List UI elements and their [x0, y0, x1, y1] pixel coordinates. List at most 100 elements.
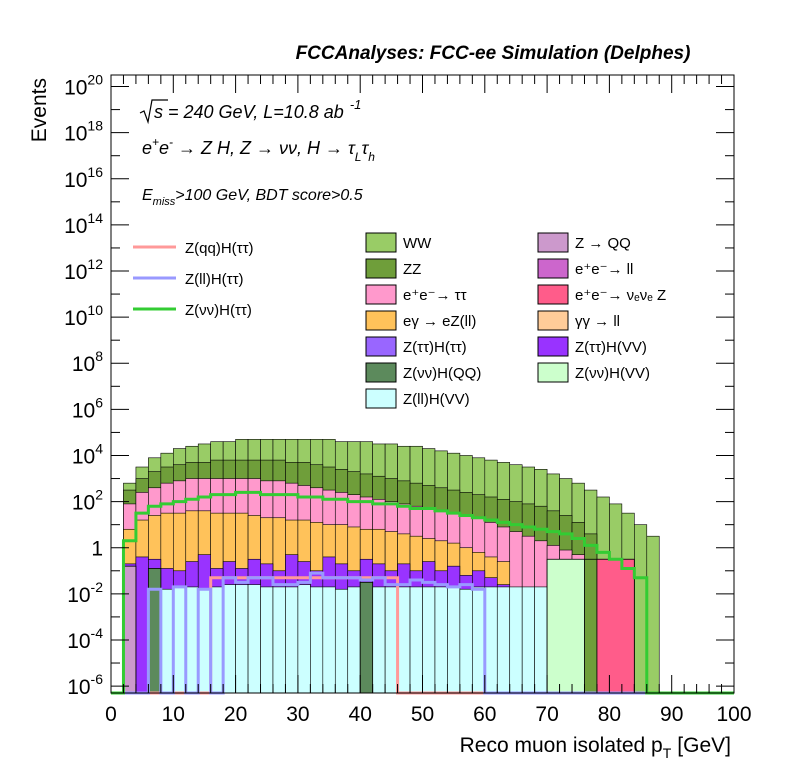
legend-bkg-label: ZZ	[403, 261, 421, 278]
stack-bar-zllhvv	[210, 586, 224, 694]
annotation-block: s = 240 GeV, L=10.8 ab -1 e+e- → Z H, Z →…	[139, 97, 375, 208]
legend-bkg-swatch	[537, 310, 569, 331]
x-tick-label: 0	[105, 703, 117, 726]
legend-bkg-swatch	[537, 362, 569, 383]
annotation-selection: Emiss>100 GeV, BDT score>0.5	[142, 187, 363, 208]
stack-bar-zllhvv	[397, 586, 411, 694]
annotation-cuts: >100 GeV, BDT score>0.5	[175, 187, 362, 204]
stack-bar-zllhvv	[285, 586, 299, 694]
stack-bar-zllhvv	[310, 586, 324, 694]
stack-bar-zllhvv	[521, 586, 535, 694]
x-tick-label: 50	[411, 703, 434, 726]
stack-bar-zllhvv	[322, 586, 336, 694]
annotation-lumi-exponent: -1	[350, 97, 362, 112]
legend-signal-label: Z(ll)H(ττ)	[185, 271, 244, 288]
stack-bar-total	[634, 524, 648, 694]
annotation-energy: s = 240 GeV, L=10.8 ab -1	[154, 97, 361, 122]
annotation-decay: → Z H, Z → νν, H → τ	[173, 138, 356, 158]
annotation-tau-l-sub: L	[355, 150, 362, 164]
y-tick-label: 102	[72, 487, 103, 515]
sqrt-sign-icon	[139, 99, 168, 125]
legend-bkg-swatch	[365, 284, 397, 305]
y-tick-label: 108	[72, 348, 103, 376]
x-axis-title: Reco muon isolated pT [GeV]	[460, 734, 731, 761]
legend-bkg-swatch	[365, 336, 397, 357]
stack-bar-zllhvv	[334, 588, 349, 694]
legend-bkg-swatch	[537, 284, 569, 305]
stack-bar-zllhvv	[447, 586, 461, 694]
legend-bkg-label: e⁺e⁻→ νₑνₑ Z	[575, 287, 666, 304]
legend-bkg-swatch	[365, 388, 397, 409]
stack-bar-zllhvv	[484, 586, 498, 694]
legend-bkg-label: e⁺e⁻→ ττ	[403, 287, 467, 304]
stack-bar-zllhvv	[509, 586, 523, 694]
annotation-emiss-e: E	[142, 187, 153, 204]
y-tick-label: 1	[91, 538, 103, 561]
y-tick-layer: 1020 1018 1016 1014 1012 1010 108 106 104 102 1 10-…	[64, 72, 734, 699]
legend-bkg-swatch	[365, 310, 397, 331]
x-tick-label: 20	[224, 703, 247, 726]
annotation-process: e+e- → Z H, Z → νν, H → τLτh	[142, 135, 375, 164]
legend-bkg-label: Z → QQ	[575, 235, 631, 252]
component-bar-1	[596, 558, 635, 694]
legend-bkg-label: γγ → ll	[575, 313, 620, 330]
y-tick-label: 1018	[64, 118, 103, 146]
y-tick-label: 10-2	[67, 579, 103, 607]
legend-bkg-label: Z(νν)H(QQ)	[403, 365, 481, 382]
x-tick-layer: 0 10 20 30 40 50 60 70 80 90 100	[105, 75, 752, 726]
legend-signals: Z(qq)H(ττ) Z(ll)H(ττ) Z(νν)H(ττ)	[133, 240, 254, 319]
x-axis-label-sub: T	[663, 745, 672, 761]
stack-bar-zllhvv	[384, 586, 398, 694]
annotation-luminosity: = 240 GeV, L=10.8 ab	[163, 102, 344, 122]
stack-bar-zllhvv	[173, 586, 187, 694]
legend-bkg-swatch	[365, 258, 397, 279]
x-tick-label: 10	[162, 703, 185, 726]
component-bar-5	[546, 558, 585, 694]
legend-bkg-label: Z(ll)H(VV)	[403, 391, 470, 408]
x-axis-label-main: Reco muon isolated p	[460, 734, 663, 757]
component-bar-4	[123, 565, 137, 694]
y-tick-label: 1012	[64, 256, 103, 284]
x-tick-label: 40	[349, 703, 372, 726]
stack-bar-total	[646, 535, 660, 694]
legend-bkg-label: eγ → eZ(ll)	[403, 313, 476, 330]
annotation-e2: e	[159, 138, 169, 158]
stack-bar-zllhvv	[409, 586, 423, 694]
x-tick-label: 30	[286, 703, 309, 726]
annotation-tau-h-sub: h	[368, 150, 375, 164]
annotation-e1-sup: +	[152, 135, 159, 149]
annotation-tau2: τ	[361, 138, 369, 158]
legend-bkg-swatch	[537, 258, 569, 279]
stack-bar-zllhvv	[434, 586, 448, 694]
stack-bar-zllhvv	[235, 584, 249, 694]
y-tick-label: 106	[72, 394, 103, 422]
x-axis-label-unit: [GeV]	[677, 734, 731, 757]
stack-bar-zllhvv	[459, 588, 473, 694]
y-tick-label: 104	[72, 440, 103, 468]
legend-bkg-label: Z(νν)H(VV)	[575, 365, 650, 382]
stack-bar-zllhvv	[197, 588, 211, 694]
y-tick-label: 1010	[64, 302, 103, 330]
y-tick-label: 10-4	[67, 625, 103, 653]
stack-bar-zllhvv	[496, 586, 511, 694]
signal-line-2	[111, 490, 734, 695]
stack-bar-zllhvv	[260, 586, 274, 694]
legend-bkg-label: Z(ττ)H(VV)	[575, 339, 647, 356]
y-tick-label: 1020	[64, 72, 103, 100]
stack-bar-zllhvv	[247, 584, 261, 694]
annotation-sqrt-s: s	[154, 102, 163, 122]
x-tick-label: 80	[598, 703, 621, 726]
y-tick-label: 1014	[64, 210, 103, 238]
legend-bkg-swatch	[537, 336, 569, 357]
stack-bar-zllhvv	[297, 584, 311, 694]
x-tick-label: 60	[473, 703, 496, 726]
stack-bar-zllhvv	[422, 586, 436, 694]
component-bar-0	[584, 558, 598, 694]
legend-bkg-swatch	[365, 232, 397, 253]
x-tick-label: 70	[535, 703, 558, 726]
stack-bar-zllhvv	[372, 586, 386, 694]
legend-backgrounds: WW Z → QQ ZZ e⁺e⁻→ ll e⁺e⁻→ ττ e⁺e⁻→ νₑνₑ Z eγ…	[365, 232, 666, 409]
legend-signal-label: Z(qq)H(ττ)	[185, 240, 254, 257]
y-tick-label: 1016	[64, 164, 103, 192]
